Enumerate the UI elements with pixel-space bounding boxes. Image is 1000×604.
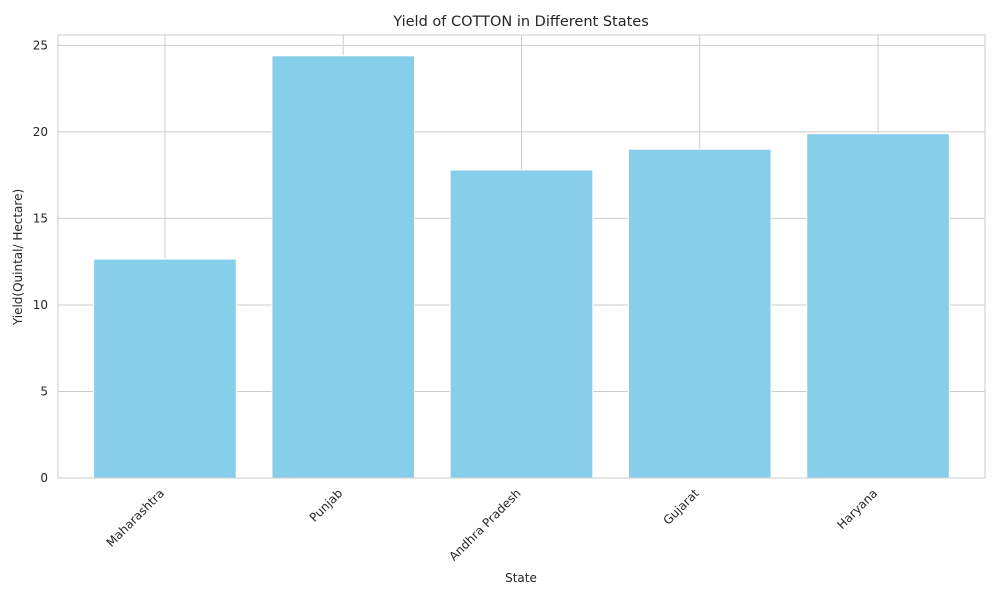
chart-title: Yield of COTTON in Different States bbox=[392, 14, 649, 30]
bar-haryana bbox=[806, 133, 950, 479]
y-tick-label: 15 bbox=[33, 211, 48, 225]
x-axis-label: State bbox=[505, 571, 537, 585]
y-tick-label: 10 bbox=[33, 298, 48, 312]
plot-frame bbox=[57, 34, 986, 479]
y-tick-label: 5 bbox=[40, 384, 48, 398]
bar-gujarat bbox=[627, 148, 772, 479]
bar-punjab bbox=[271, 55, 416, 479]
y-tick-label: 25 bbox=[33, 38, 48, 52]
bar-andhra-pradesh bbox=[449, 169, 594, 479]
y-tick-label: 20 bbox=[33, 125, 48, 139]
y-axis-label: Yield(Quintal/ Hectare) bbox=[11, 189, 25, 326]
y-axis-ticks: 0 5 10 15 20 25 bbox=[33, 38, 48, 485]
bars bbox=[93, 55, 950, 479]
y-tick-label: 0 bbox=[40, 471, 48, 485]
bar-maharashtra bbox=[93, 258, 237, 479]
